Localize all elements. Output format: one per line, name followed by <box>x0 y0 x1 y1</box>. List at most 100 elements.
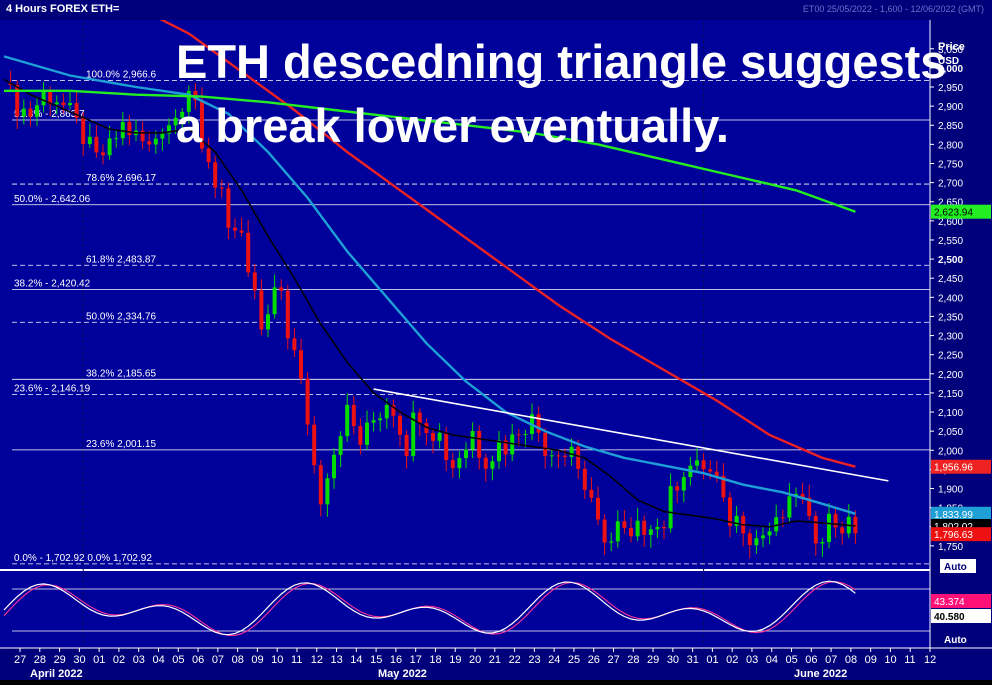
x-tick-label: 12 <box>924 654 936 666</box>
x-tick-label: 27 <box>14 654 26 666</box>
oscillator-value-2-bg <box>931 609 991 623</box>
candle-body <box>543 432 548 456</box>
candle-body <box>107 138 112 156</box>
x-tick-label: 07 <box>825 654 837 666</box>
candle-body <box>437 432 442 441</box>
candle-body <box>411 412 416 457</box>
candle-body <box>246 232 251 273</box>
fib-level-label: 38.2% - 2,420.42 <box>14 279 91 290</box>
ma-slow-line <box>116 0 856 468</box>
candle-body <box>510 434 515 455</box>
panel-divider <box>0 569 930 571</box>
candle-body <box>87 136 92 145</box>
candle-body <box>662 526 666 529</box>
y-axis-label: Price <box>938 41 965 53</box>
candle-body <box>94 136 99 153</box>
x-tick-label: 23 <box>528 654 540 666</box>
y-tick-label: 2,200 <box>938 370 963 381</box>
candle-body <box>780 517 785 519</box>
candle-body <box>391 404 396 416</box>
descending-trendline <box>373 388 889 482</box>
fib-level-label: 78.6% 2,696.17 <box>86 173 156 184</box>
oscillator-value-1-bg <box>931 594 991 608</box>
month-label: June 2022 <box>794 668 847 680</box>
ma-mid-line <box>3 55 856 515</box>
candle-body <box>444 432 449 461</box>
x-tick-label: 01 <box>93 654 105 666</box>
candle-body <box>470 430 475 450</box>
candle-body <box>41 91 46 106</box>
candle-body <box>813 515 818 544</box>
x-tick-label: 30 <box>73 654 85 666</box>
y-tick-label: 2,450 <box>938 274 963 285</box>
candle-body <box>114 138 119 140</box>
ma-long-value-tag-bg <box>931 204 991 219</box>
candle-body <box>292 338 297 351</box>
candle-body <box>48 91 53 105</box>
title-bar: 4 Hours FOREX ETH= ET00 25/05/2022 - 1,6… <box>0 0 992 20</box>
x-tick-label: 14 <box>350 654 362 666</box>
ma-mid-value-tag-bg <box>931 506 991 521</box>
y-tick-label: 2,600 <box>938 217 963 228</box>
x-tick-label: 09 <box>251 654 263 666</box>
y-tick-label: 1,900 <box>938 485 963 496</box>
last-price-tag: 1,796.63 <box>934 530 973 541</box>
candle-body <box>404 434 409 457</box>
x-tick-label: 16 <box>390 654 402 666</box>
y-tick-label: 2,500 <box>938 255 963 266</box>
x-tick-label: 05 <box>172 654 184 666</box>
y-tick-label: 2,150 <box>938 389 963 400</box>
candle-body <box>853 516 858 534</box>
candle-body <box>523 433 528 435</box>
fib-level-label: 23.6% 2,001.15 <box>86 439 156 450</box>
y-tick-label: 2,700 <box>938 179 963 190</box>
x-tick-label: 24 <box>548 654 560 666</box>
candle-body <box>556 455 561 457</box>
candle-body <box>140 130 145 142</box>
candle-body <box>457 458 462 469</box>
candle-body <box>589 489 594 498</box>
x-tick-label: 02 <box>113 654 125 666</box>
candle-body <box>318 465 323 505</box>
candle-body <box>787 496 792 518</box>
candle-body <box>807 497 812 516</box>
y-tick-label: 2,400 <box>938 293 963 304</box>
candle-body <box>675 486 680 491</box>
x-tick-label: 31 <box>687 654 699 666</box>
candle-body <box>569 446 574 457</box>
x-tick-label: 29 <box>54 654 66 666</box>
candle-body <box>15 84 20 117</box>
candle-body <box>213 162 218 188</box>
x-tick-label: 10 <box>884 654 896 666</box>
fib-level-label: 100.0% 2,966.6 <box>86 70 156 81</box>
x-tick-label: 29 <box>647 654 659 666</box>
candle-body <box>28 108 33 117</box>
x-tick-label: 06 <box>805 654 817 666</box>
candle-body <box>635 520 640 537</box>
candle-body <box>681 477 686 491</box>
candle-body <box>180 111 185 118</box>
candle-body <box>840 527 845 534</box>
x-tick-label: 27 <box>607 654 619 666</box>
candle-body <box>21 108 26 117</box>
status-text: ET00 25/05/2022 - 1,600 - 12/06/2022 (GM… <box>802 4 984 14</box>
fib-level-label: 38.2% 2,185.65 <box>86 368 156 379</box>
candle-body <box>747 533 752 546</box>
x-tick-label: 05 <box>786 654 798 666</box>
oscillator-main-line <box>3 580 856 636</box>
candle-body <box>127 121 132 136</box>
y-tick-label: 2,300 <box>938 332 963 343</box>
candle-body <box>332 454 336 479</box>
candle-body <box>259 290 264 330</box>
candle-body <box>365 422 369 445</box>
x-tick-label: 07 <box>212 654 224 666</box>
ma-long-line <box>4 89 856 213</box>
candle-body <box>602 519 607 543</box>
x-tick-label: 20 <box>469 654 481 666</box>
candle-body <box>68 102 72 106</box>
candle-body <box>378 418 383 421</box>
x-tick-label: 28 <box>627 654 639 666</box>
month-label: May 2022 <box>378 668 427 680</box>
x-tick-label: 10 <box>271 654 283 666</box>
